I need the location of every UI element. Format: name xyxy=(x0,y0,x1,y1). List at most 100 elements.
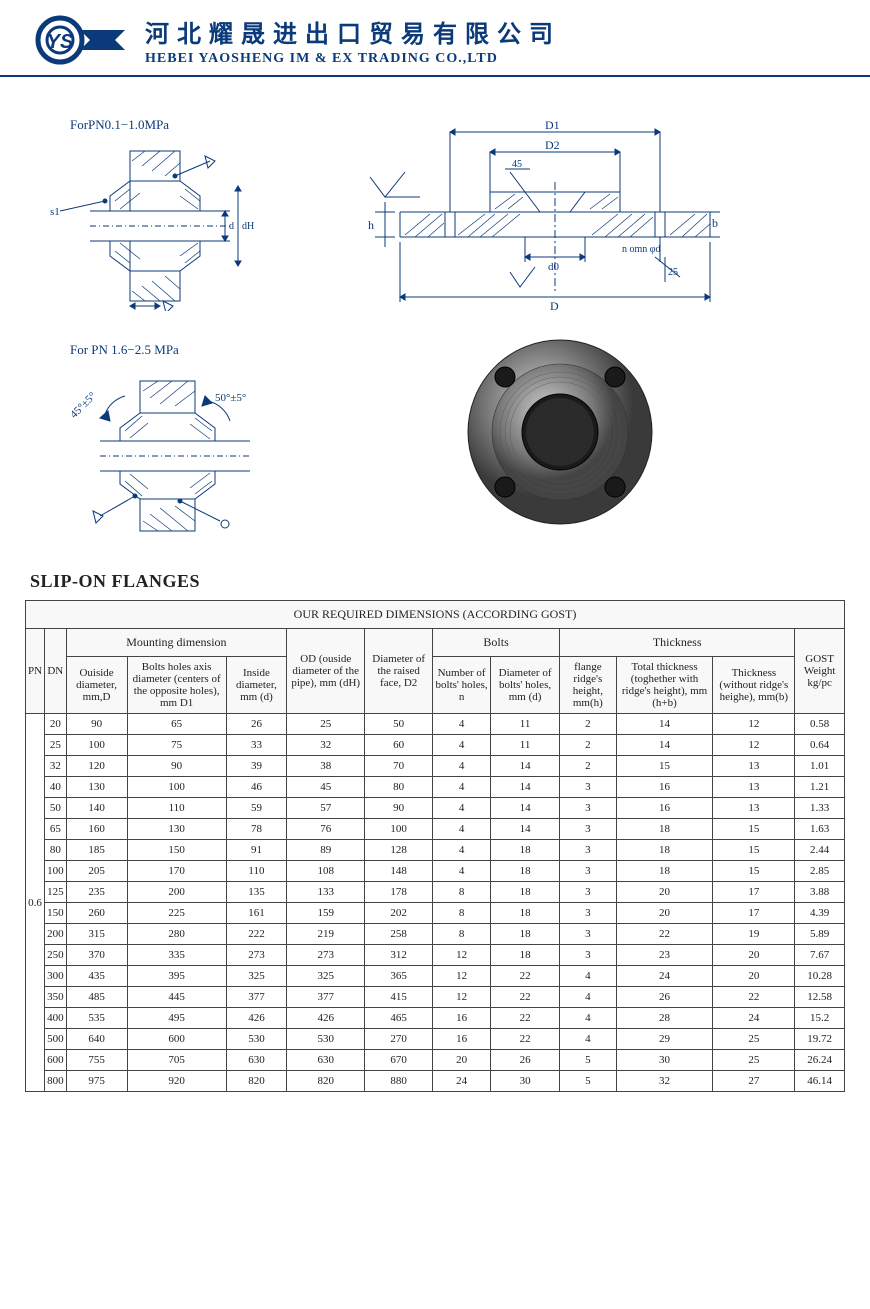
data-cell: 312 xyxy=(365,945,433,966)
data-cell: 22 xyxy=(616,924,713,945)
data-cell: 90 xyxy=(127,756,226,777)
data-cell: 60 xyxy=(365,735,433,756)
table-row: 125235200135133178818320173.88 xyxy=(26,882,845,903)
data-cell: 4 xyxy=(433,714,491,735)
table-row: 2503703352732733121218323207.67 xyxy=(26,945,845,966)
data-cell: 219 xyxy=(287,924,365,945)
data-cell: 133 xyxy=(287,882,365,903)
data-cell: 4 xyxy=(433,861,491,882)
table-row: 801851509189128418318152.44 xyxy=(26,840,845,861)
data-cell: 26 xyxy=(616,987,713,1008)
data-cell: 235 xyxy=(66,882,127,903)
data-cell: 630 xyxy=(287,1050,365,1071)
data-cell: 920 xyxy=(127,1071,226,1092)
data-cell: 500 xyxy=(45,1029,67,1050)
data-cell: 33 xyxy=(226,735,286,756)
data-cell: 13 xyxy=(713,798,795,819)
data-cell: 258 xyxy=(365,924,433,945)
flange-photo xyxy=(460,332,660,537)
col-raised-face: Diameter of the raised face, D2 xyxy=(365,629,433,714)
data-cell: 426 xyxy=(287,1008,365,1029)
data-cell: 76 xyxy=(287,819,365,840)
data-cell: 140 xyxy=(66,798,127,819)
diagram-label-1: ForPN0.1−1.0MPa xyxy=(70,117,260,133)
col-bolt-axis: Bolts holes axis diameter (centers of th… xyxy=(127,657,226,714)
data-cell: 325 xyxy=(226,966,286,987)
data-cell: 14 xyxy=(491,798,560,819)
data-cell: 16 xyxy=(616,798,713,819)
data-cell: 24 xyxy=(433,1071,491,1092)
data-cell: 18 xyxy=(616,819,713,840)
data-cell: 17 xyxy=(713,882,795,903)
data-cell: 26 xyxy=(226,714,286,735)
data-cell: 16 xyxy=(616,777,713,798)
data-cell: 4 xyxy=(433,735,491,756)
data-cell: 20 xyxy=(45,714,67,735)
data-cell: 20 xyxy=(616,903,713,924)
data-cell: 91 xyxy=(226,840,286,861)
data-cell: 202 xyxy=(365,903,433,924)
data-cell: 27 xyxy=(713,1071,795,1092)
data-cell: 45 xyxy=(287,777,365,798)
data-cell: 20 xyxy=(713,945,795,966)
data-cell: 426 xyxy=(226,1008,286,1029)
col-ridge-h: flange ridge's height, mm(h) xyxy=(560,657,617,714)
data-cell: 185 xyxy=(66,840,127,861)
data-cell: 38 xyxy=(287,756,365,777)
table-row: 50064060053053027016224292519.72 xyxy=(26,1029,845,1050)
data-cell: 19.72 xyxy=(795,1029,845,1050)
data-cell: 365 xyxy=(365,966,433,987)
data-cell: 820 xyxy=(226,1071,286,1092)
data-cell: 20 xyxy=(433,1050,491,1071)
svg-text:d: d xyxy=(229,221,234,232)
data-cell: 3 xyxy=(560,777,617,798)
table-row: 80097592082082088024305322746.14 xyxy=(26,1071,845,1092)
data-cell: 485 xyxy=(66,987,127,1008)
data-cell: 3 xyxy=(560,819,617,840)
svg-text:h: h xyxy=(368,218,374,232)
data-cell: 150 xyxy=(45,903,67,924)
data-cell: 4 xyxy=(560,966,617,987)
company-name-block: 河北耀晟进出口贸易有限公司 HEBEI YAOSHENG IM & EX TRA… xyxy=(145,14,561,67)
data-cell: 3 xyxy=(560,924,617,945)
data-cell: 530 xyxy=(226,1029,286,1050)
section-title: SLIP-ON FLANGES xyxy=(0,571,870,600)
diagram-label-2: For PN 1.6−2.5 MPa xyxy=(70,342,280,358)
data-cell: 65 xyxy=(45,819,67,840)
data-cell: 25 xyxy=(713,1050,795,1071)
pn-cell: 0.6 xyxy=(26,714,45,1092)
data-cell: 18 xyxy=(491,903,560,924)
data-cell: 4 xyxy=(433,756,491,777)
data-cell: 205 xyxy=(66,861,127,882)
data-cell: 59 xyxy=(226,798,286,819)
data-cell: 130 xyxy=(66,777,127,798)
data-cell: 2.44 xyxy=(795,840,845,861)
data-cell: 20 xyxy=(713,966,795,987)
data-cell: 25 xyxy=(287,714,365,735)
data-cell: 8 xyxy=(433,882,491,903)
data-cell: 755 xyxy=(66,1050,127,1071)
data-cell: 465 xyxy=(365,1008,433,1029)
diagram-top-section: D1 D2 45 h b d0 n omn φd 25 D xyxy=(360,117,720,322)
data-cell: 2 xyxy=(560,756,617,777)
data-cell: 600 xyxy=(127,1029,226,1050)
data-cell: 40 xyxy=(45,777,67,798)
data-cell: 57 xyxy=(287,798,365,819)
data-cell: 15 xyxy=(616,756,713,777)
data-cell: 10.28 xyxy=(795,966,845,987)
data-cell: 630 xyxy=(226,1050,286,1071)
data-cell: 260 xyxy=(66,903,127,924)
col-weight: GOST Weight kg/pc xyxy=(795,629,845,714)
data-cell: 12 xyxy=(433,945,491,966)
data-cell: 78 xyxy=(226,819,286,840)
data-cell: 4 xyxy=(433,819,491,840)
svg-text:D1: D1 xyxy=(545,118,560,132)
data-cell: 2 xyxy=(560,735,617,756)
data-cell: 100 xyxy=(45,861,67,882)
data-cell: 1.21 xyxy=(795,777,845,798)
data-cell: 8 xyxy=(433,924,491,945)
company-name-en: HEBEI YAOSHENG IM & EX TRADING CO.,LTD xyxy=(145,51,561,67)
data-cell: 15 xyxy=(713,819,795,840)
data-cell: 16 xyxy=(433,1008,491,1029)
data-cell: 46 xyxy=(226,777,286,798)
